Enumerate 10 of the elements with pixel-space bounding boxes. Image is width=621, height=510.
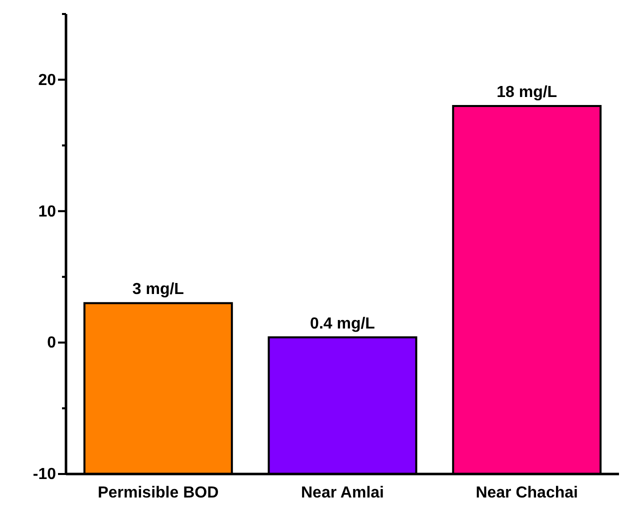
- data-label: 18 mg/L: [496, 84, 558, 101]
- data-label: 0.4 mg/L: [310, 315, 376, 332]
- x-tick-label: Near Chachai: [476, 484, 578, 502]
- x-tick-label: Permisible BOD: [98, 484, 219, 502]
- y-tick-label: 0: [47, 334, 56, 352]
- x-tick-label: Near Amlai: [301, 484, 384, 502]
- y-tick-label: 20: [38, 72, 56, 89]
- y-tick-label: 10: [38, 203, 56, 220]
- y-tick-label: -10: [32, 466, 56, 484]
- data-label: 3 mg/L: [132, 281, 184, 298]
